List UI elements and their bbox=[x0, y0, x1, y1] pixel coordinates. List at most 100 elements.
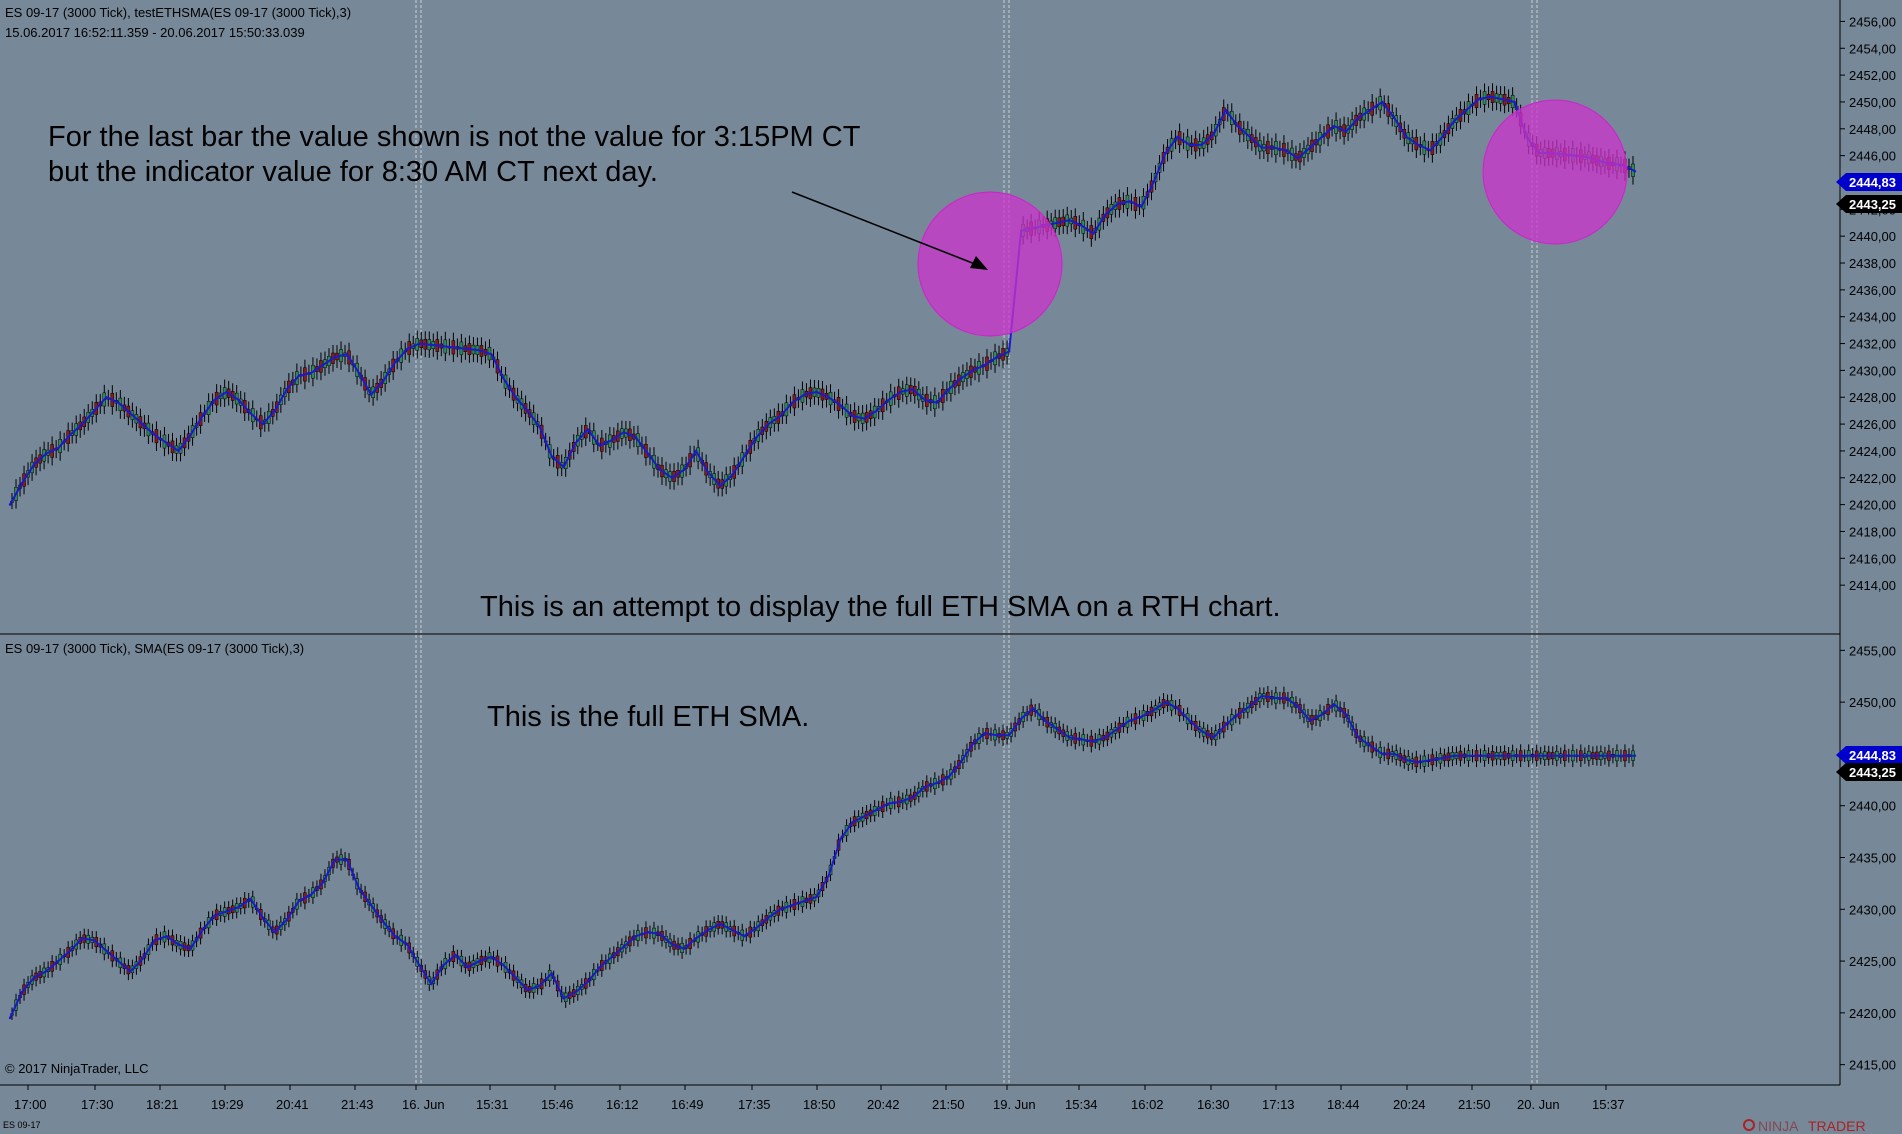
sma-point bbox=[1573, 754, 1577, 757]
top-flag-last: 2443,25 bbox=[1849, 197, 1896, 212]
sma-point bbox=[598, 966, 602, 969]
sma-point bbox=[598, 444, 602, 447]
sma-point bbox=[1489, 95, 1492, 98]
x-tick-label: 20:41 bbox=[276, 1097, 309, 1112]
sma-point bbox=[478, 959, 481, 963]
x-tick-label: 18:44 bbox=[1327, 1097, 1360, 1112]
bottom-flag-last-shape bbox=[1836, 763, 1902, 781]
sma-point bbox=[225, 390, 228, 394]
panel-top-header: ES 09-17 (3000 Tick), testETHSMA(ES 09-1… bbox=[5, 5, 351, 20]
sma-point bbox=[791, 401, 794, 404]
panel-top: ES 09-17 (3000 Tick), testETHSMA(ES 09-1… bbox=[5, 5, 1902, 623]
top-flag-sma: 2444,83 bbox=[1849, 175, 1896, 190]
panel-bottom: ES 09-17 (3000 Tick), SMA(ES 09-17 (3000… bbox=[5, 641, 1902, 1076]
sma-point bbox=[743, 935, 746, 938]
sma-point bbox=[81, 937, 84, 940]
sma-point bbox=[44, 452, 48, 455]
sma-point bbox=[947, 387, 951, 391]
sma-point bbox=[1381, 752, 1384, 756]
ninjatrader-logo: NINJA TRADER bbox=[1743, 1118, 1866, 1134]
sma-point bbox=[117, 401, 120, 404]
sma-point bbox=[779, 414, 782, 418]
sma-point bbox=[1128, 200, 1131, 203]
sma-point bbox=[682, 468, 686, 471]
sma-point bbox=[1501, 98, 1504, 101]
sma-point bbox=[285, 387, 289, 391]
sma-point bbox=[68, 949, 72, 952]
sma-point bbox=[1633, 754, 1637, 757]
sma-point bbox=[8, 503, 12, 506]
sma-point bbox=[1164, 700, 1167, 704]
sma-point bbox=[1260, 694, 1264, 698]
y-tick-label: 2425,00 bbox=[1849, 954, 1896, 969]
sma-point bbox=[1621, 754, 1625, 757]
sma-point bbox=[827, 396, 830, 399]
sma-point bbox=[1080, 738, 1083, 741]
sma-point bbox=[56, 959, 60, 963]
sma-point bbox=[1068, 736, 1071, 739]
bottom-price-flags: 2444,83 2443,25 bbox=[1836, 746, 1902, 781]
x-tick-label: 16. Jun bbox=[402, 1097, 445, 1112]
top-sma-line bbox=[9, 95, 1636, 506]
sma-point bbox=[1429, 149, 1432, 152]
sma-point bbox=[1308, 146, 1312, 149]
sma-point bbox=[213, 398, 216, 402]
sma-point bbox=[923, 785, 927, 789]
x-tick-label: 17:30 bbox=[81, 1097, 114, 1112]
sma-point bbox=[1140, 715, 1143, 718]
sma-point bbox=[706, 471, 710, 474]
sma-point bbox=[971, 742, 975, 745]
y-tick-label: 2452,00 bbox=[1849, 68, 1896, 83]
x-tick-label: 19. Jun bbox=[993, 1097, 1036, 1112]
top-flag-sma-shape bbox=[1836, 173, 1902, 191]
sma-point bbox=[333, 355, 337, 359]
sma-point bbox=[237, 398, 240, 402]
sma-point bbox=[369, 393, 373, 396]
y-tick-label: 2435,00 bbox=[1849, 851, 1896, 866]
x-tick-label: 17:00 bbox=[14, 1097, 47, 1112]
footer-instrument: ES 09-17 bbox=[3, 1120, 41, 1130]
sma-point bbox=[249, 897, 252, 901]
sma-point bbox=[815, 390, 818, 394]
sma-point bbox=[1128, 719, 1131, 722]
y-tick-label: 2438,00 bbox=[1849, 256, 1896, 271]
x-tick-label: 21:43 bbox=[341, 1097, 374, 1112]
sma-point bbox=[538, 984, 541, 988]
y-tick-label: 2415,00 bbox=[1849, 1058, 1896, 1073]
sma-point bbox=[1104, 736, 1107, 739]
sma-point bbox=[357, 887, 361, 890]
sma-point bbox=[478, 349, 481, 352]
sma-point bbox=[466, 347, 469, 351]
sma-point bbox=[1284, 696, 1288, 700]
sma-point bbox=[839, 404, 842, 407]
sma-point bbox=[32, 976, 36, 979]
y-tick-label: 2448,00 bbox=[1849, 122, 1896, 137]
sma-point bbox=[68, 433, 72, 437]
x-tick-label: 15:37 bbox=[1592, 1097, 1625, 1112]
sma-point bbox=[201, 414, 204, 418]
sma-point bbox=[141, 957, 144, 961]
annotation-eth-rth: This is an attempt to display the full E… bbox=[480, 591, 1281, 623]
sma-point bbox=[1031, 707, 1035, 710]
bottom-sma-line bbox=[9, 694, 1635, 1019]
sma-point bbox=[321, 363, 325, 367]
sma-point bbox=[1513, 754, 1516, 757]
sma-point bbox=[1561, 754, 1564, 757]
sma-point bbox=[610, 438, 614, 442]
annotation-arrow bbox=[791, 191, 981, 267]
sma-point bbox=[911, 796, 914, 799]
sma-point bbox=[1320, 713, 1324, 716]
sma-point bbox=[129, 412, 132, 415]
sma-point bbox=[273, 930, 277, 934]
sma-point bbox=[56, 447, 60, 450]
sma-point bbox=[538, 425, 541, 428]
sma-point bbox=[670, 476, 674, 479]
sma-point bbox=[586, 428, 589, 431]
sma-point bbox=[321, 881, 325, 884]
x-tick-label: 20. Jun bbox=[1517, 1097, 1560, 1112]
sma-point bbox=[622, 945, 626, 948]
sma-point bbox=[237, 906, 240, 909]
sma-point bbox=[767, 422, 770, 426]
sma-point bbox=[574, 990, 577, 994]
sma-point bbox=[658, 932, 662, 936]
